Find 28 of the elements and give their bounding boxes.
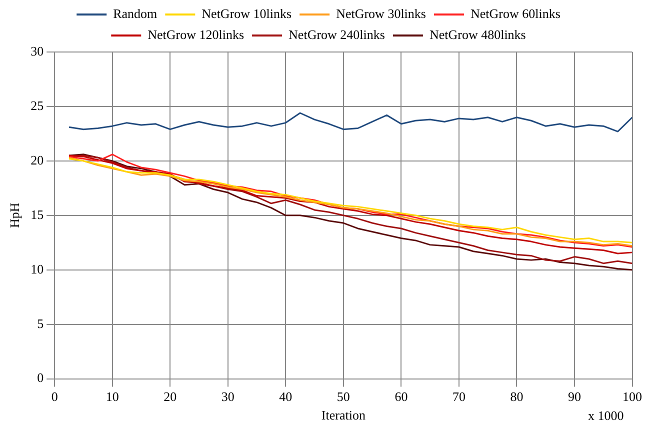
x-tick-label: 90 <box>568 389 581 404</box>
x-tick-label: 60 <box>394 389 408 404</box>
x-axis-title: Iteration <box>321 408 366 423</box>
legend-label: NetGrow 120links <box>148 26 244 42</box>
legend-label: NetGrow 480links <box>429 26 526 42</box>
legend-label: NetGrow 60links <box>470 6 560 21</box>
legend-label: Random <box>113 6 158 21</box>
x-tick-label: 10 <box>106 389 119 404</box>
legend-label: NetGrow 10links <box>202 6 292 21</box>
x-tick-label: 40 <box>279 389 292 404</box>
x-tick-label: 20 <box>164 389 177 404</box>
y-tick-label: 10 <box>30 261 44 276</box>
y-tick-label: 30 <box>30 43 44 58</box>
y-tick-label: 20 <box>30 152 44 168</box>
y-tick-label: 25 <box>30 98 44 113</box>
y-tick-label: 15 <box>30 206 44 222</box>
text: x 1000 <box>588 408 624 424</box>
legend-label: NetGrow 240links <box>288 26 385 42</box>
x-tick-label: 100 <box>622 389 642 404</box>
x-tick-label: 70 <box>452 389 466 404</box>
x-tick-label: 50 <box>336 389 350 404</box>
legend-label: NetGrow 30links <box>336 6 426 21</box>
x-tick-label: 30 <box>221 389 234 404</box>
x-tick-label: 80 <box>510 389 524 404</box>
y-tick-label: 0 <box>37 370 44 386</box>
y-tick-label: 5 <box>37 316 44 331</box>
y-axis-title: HpH <box>7 202 22 228</box>
x-tick-label: 0 <box>51 389 58 404</box>
